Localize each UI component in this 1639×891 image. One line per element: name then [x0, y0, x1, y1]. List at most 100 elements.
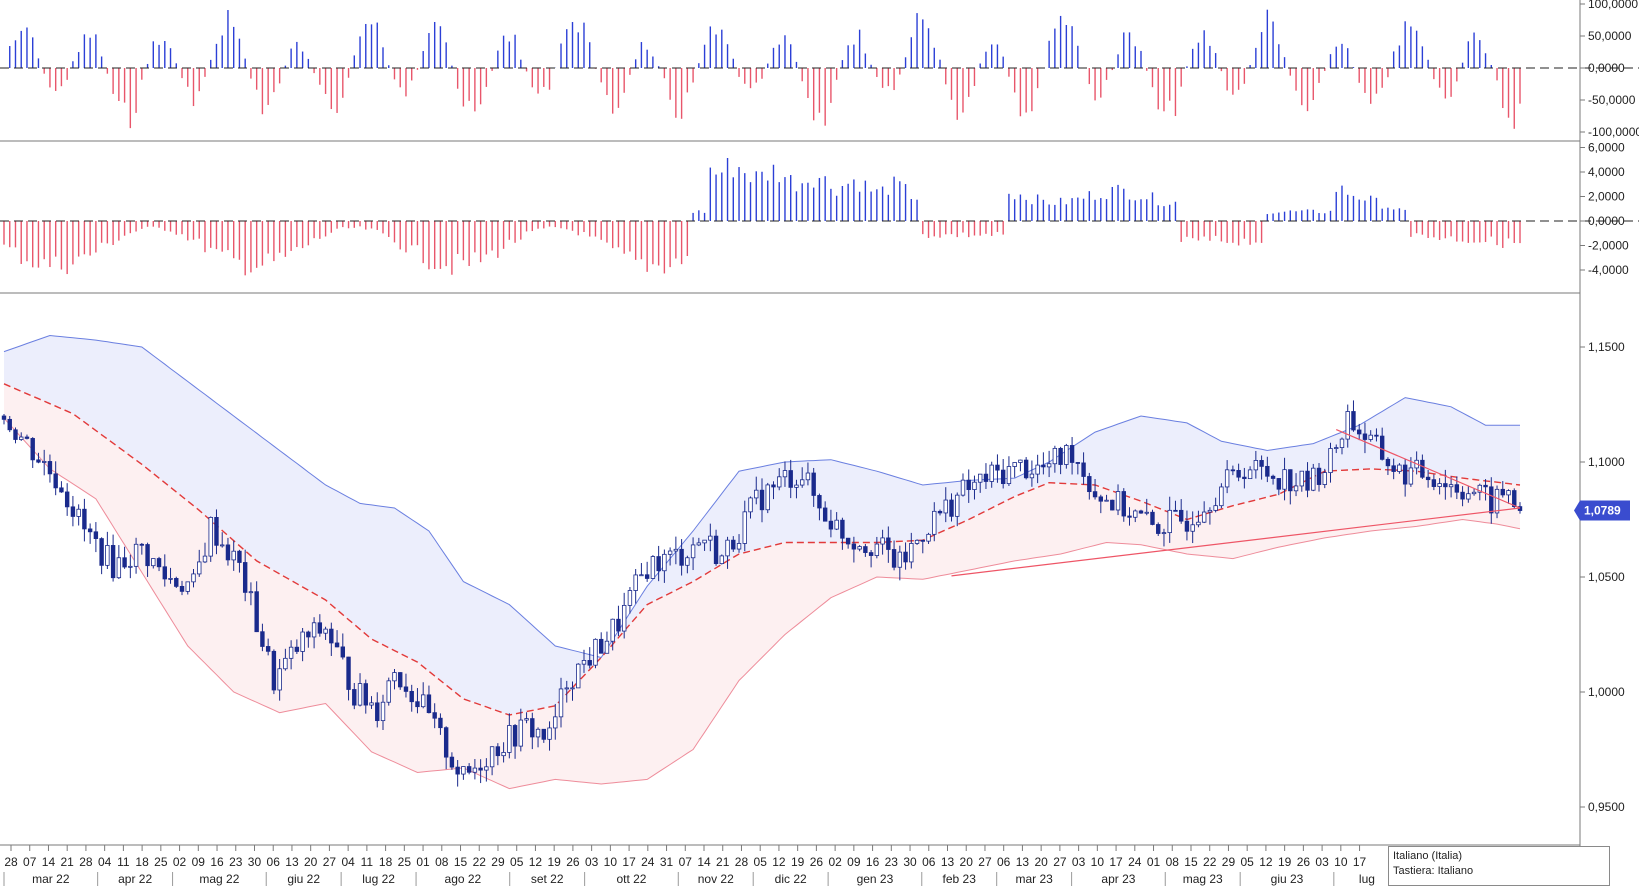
- x-tick-label: 04: [98, 855, 112, 869]
- x-tick-label: 12: [1259, 855, 1273, 869]
- candle-body: [1471, 491, 1477, 495]
- x-tick-label: 03: [1072, 855, 1086, 869]
- candle-body: [99, 538, 104, 566]
- month-label: ott 22: [616, 872, 646, 886]
- candle-body: [937, 510, 943, 514]
- x-tick-label: 30: [903, 855, 917, 869]
- candle-body: [191, 573, 196, 583]
- candle-body: [340, 646, 346, 658]
- x-tick-label: 03: [1315, 855, 1329, 869]
- tooltip-language: Italiano (Italia): [1393, 850, 1463, 862]
- candle-body: [283, 657, 288, 670]
- candle-body: [593, 638, 598, 666]
- candle-body: [1276, 478, 1282, 490]
- candle-body: [731, 539, 736, 550]
- x-tick-label: 15: [454, 855, 468, 869]
- candle-body: [949, 499, 954, 517]
- x-tick-label: 14: [697, 855, 711, 869]
- candle-body: [685, 557, 690, 566]
- candle-body: [978, 473, 983, 483]
- y-tick-label: -2,0000: [1588, 239, 1629, 253]
- candle-body: [208, 517, 213, 557]
- candle-body: [461, 766, 466, 775]
- month-label: mar 23: [1015, 872, 1053, 886]
- x-tick-label: 08: [1166, 855, 1180, 869]
- candle-body: [168, 578, 173, 580]
- candle-body: [644, 574, 650, 579]
- candle-body: [845, 537, 851, 545]
- x-tick-label: 29: [491, 855, 505, 869]
- candle-body: [1259, 460, 1264, 467]
- x-tick-label: 27: [1053, 855, 1067, 869]
- x-tick-label: 05: [754, 855, 768, 869]
- candle-body: [1454, 484, 1460, 493]
- candle-body: [995, 464, 1000, 471]
- candle-body: [1397, 464, 1402, 472]
- candle-body: [1041, 464, 1046, 468]
- y-tick-label: 50,0000: [1588, 29, 1632, 43]
- candle-body: [438, 717, 443, 729]
- x-tick-label: 23: [229, 855, 243, 869]
- middle-bollinger-band: [3, 383, 1521, 716]
- candle-body: [214, 517, 219, 546]
- candle-body: [541, 728, 546, 740]
- oscillator-1-panel: [0, 9, 1639, 129]
- candle-body: [145, 544, 150, 567]
- x-tick-label: 20: [1034, 855, 1048, 869]
- candle-body: [667, 550, 673, 555]
- candle-body: [455, 766, 460, 775]
- candle-body: [794, 484, 799, 488]
- candle-body: [41, 461, 47, 463]
- x-tick-label: 27: [978, 855, 992, 869]
- candle-body: [817, 495, 822, 509]
- candle-body: [1121, 491, 1126, 517]
- candle-body: [323, 628, 328, 634]
- candle-body: [1, 415, 7, 420]
- x-tick-label: 01: [416, 855, 430, 869]
- month-label: mag 22: [199, 872, 239, 886]
- candle-body: [966, 479, 971, 490]
- candle-body: [1006, 466, 1012, 485]
- candle-body: [799, 479, 805, 486]
- candle-body: [1058, 447, 1063, 465]
- x-tick-label: 14: [42, 855, 56, 869]
- candle-body: [610, 618, 615, 642]
- candle-body: [76, 508, 81, 517]
- candle-body: [242, 562, 248, 593]
- candle-body: [1167, 509, 1172, 534]
- y-tick-label: 0,9500: [1588, 800, 1625, 814]
- candle-body: [1247, 469, 1253, 480]
- x-tick-label: 24: [641, 855, 655, 869]
- y-tick-label: 0,0000: [1588, 61, 1625, 75]
- candle-body: [765, 484, 770, 511]
- y-tick-label: 4,0000: [1588, 165, 1625, 179]
- x-tick-label: 23: [885, 855, 899, 869]
- last-price-marker: [1574, 500, 1630, 521]
- candle-body: [627, 590, 633, 606]
- candle-body: [19, 436, 24, 440]
- y-tick-label: 100,0000: [1588, 0, 1638, 11]
- candle-body: [220, 544, 225, 547]
- candle-body: [719, 555, 725, 565]
- candle-body: [1408, 467, 1414, 485]
- candle-body: [960, 479, 966, 496]
- x-tick-label: 05: [510, 855, 524, 869]
- tooltip-keyboard: Tastiera: Italiano: [1393, 865, 1474, 877]
- candle-body: [1402, 464, 1408, 485]
- candle-body: [1242, 476, 1247, 480]
- candle-body: [466, 766, 472, 773]
- candle-body: [1230, 469, 1236, 472]
- month-label: apr 22: [118, 872, 152, 886]
- candle-body: [1098, 496, 1104, 502]
- candle-body: [1224, 469, 1230, 488]
- candle-body: [133, 543, 139, 567]
- candle-body: [868, 552, 874, 556]
- trendline: [951, 507, 1521, 577]
- candle-body: [1052, 447, 1058, 465]
- candle-body: [1322, 472, 1327, 485]
- candle-body: [105, 545, 110, 566]
- candle-body: [1500, 488, 1505, 496]
- candle-body: [1236, 469, 1241, 478]
- candle-body: [64, 491, 70, 508]
